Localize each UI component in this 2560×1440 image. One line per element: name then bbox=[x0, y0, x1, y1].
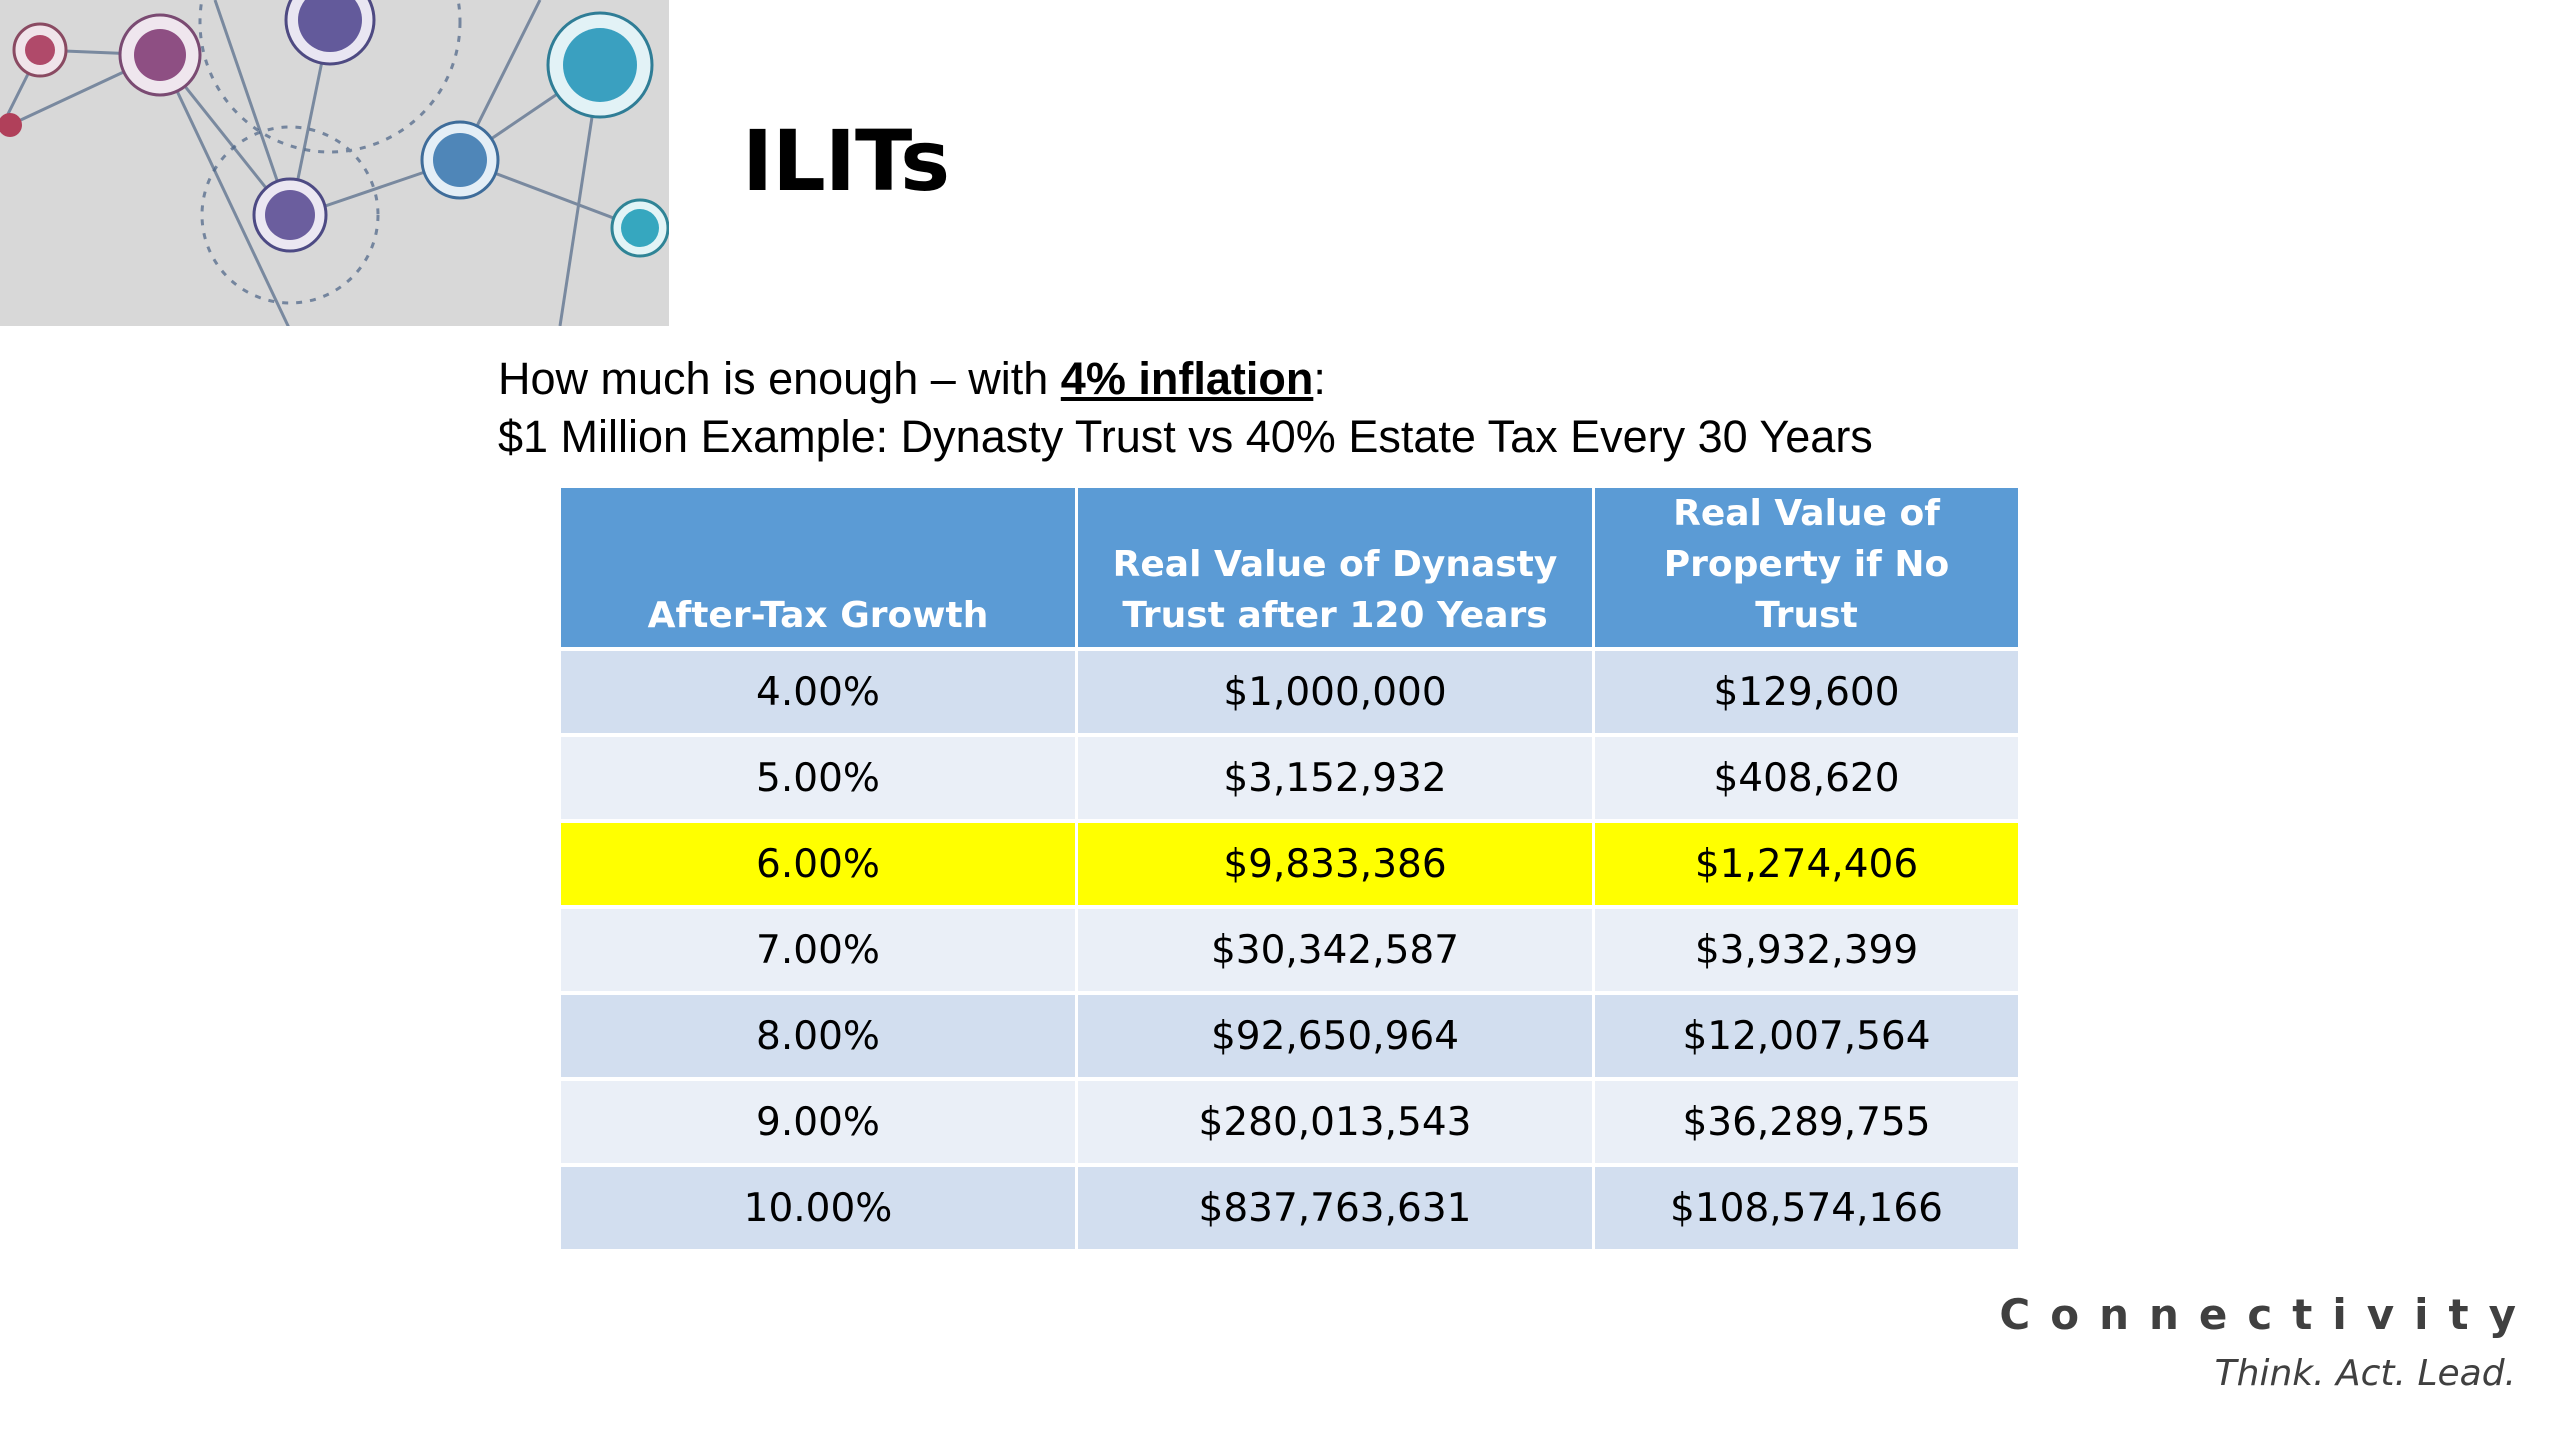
highlighted-table-row: 6.00% $9,833,386 $1,274,406 bbox=[561, 819, 2018, 907]
dynasty-trust-table: After-Tax Growth Real Value of Dynasty T… bbox=[561, 488, 2018, 1249]
header-no-trust-value: Real Value of Property if No Trust bbox=[1593, 488, 2018, 651]
subtitle-prefix: How much is enough – with bbox=[498, 353, 1061, 404]
growth-cell: 10.00% bbox=[561, 1163, 1078, 1249]
subtitle-line-2: $1 Million Example: Dynasty Trust vs 40%… bbox=[498, 411, 1873, 462]
dynasty-cell: $92,650,964 bbox=[1076, 991, 1595, 1079]
brand-tagline: Think. Act. Lead. bbox=[2214, 1353, 2516, 1394]
table-row: 10.00% $837,763,631 $108,574,166 bbox=[561, 1163, 2018, 1249]
dynasty-cell: $3,152,932 bbox=[1076, 733, 1595, 821]
table-row: 7.00% $30,342,587 $3,932,399 bbox=[561, 905, 2018, 993]
inflation-emphasis: 4% inflation bbox=[1060, 353, 1314, 404]
subtitle-suffix: : bbox=[1313, 353, 1326, 404]
table-row: 4.00% $1,000,000 $129,600 bbox=[561, 647, 2018, 735]
growth-cell: 8.00% bbox=[561, 991, 1078, 1079]
table-row: 9.00% $280,013,543 $36,289,755 bbox=[561, 1077, 2018, 1165]
no-trust-cell: $408,620 bbox=[1593, 733, 2018, 821]
slide-subtitle: How much is enough – with 4% inflation: … bbox=[498, 350, 1873, 466]
no-trust-cell: $36,289,755 bbox=[1593, 1077, 2018, 1165]
growth-cell: 6.00% bbox=[561, 819, 1078, 907]
no-trust-cell: $3,932,399 bbox=[1593, 905, 2018, 993]
dynasty-cell: $837,763,631 bbox=[1076, 1163, 1595, 1249]
dynasty-cell: $280,013,543 bbox=[1076, 1077, 1595, 1165]
dynasty-cell: $1,000,000 bbox=[1076, 647, 1595, 735]
growth-cell: 4.00% bbox=[561, 647, 1078, 735]
network-graphic bbox=[0, 0, 669, 326]
no-trust-cell: $1,274,406 bbox=[1593, 819, 2018, 907]
table-row: 8.00% $92,650,964 $12,007,564 bbox=[561, 991, 2018, 1079]
slide-title: ILITs bbox=[742, 112, 950, 210]
brand-block: Connectivity Think. Act. Lead. bbox=[1999, 1290, 2516, 1394]
growth-cell: 5.00% bbox=[561, 733, 1078, 821]
table-row: 5.00% $3,152,932 $408,620 bbox=[561, 733, 2018, 821]
brand-name: Connectivity bbox=[1999, 1290, 2536, 1339]
subtitle-line-1: How much is enough – with 4% inflation: bbox=[498, 350, 1873, 408]
header-dynasty-trust-value: Real Value of Dynasty Trust after 120 Ye… bbox=[1076, 488, 1595, 651]
growth-cell: 7.00% bbox=[561, 905, 1078, 993]
growth-cell: 9.00% bbox=[561, 1077, 1078, 1165]
no-trust-cell: $129,600 bbox=[1593, 647, 2018, 735]
no-trust-cell: $12,007,564 bbox=[1593, 991, 2018, 1079]
table-header-row: After-Tax Growth Real Value of Dynasty T… bbox=[561, 488, 2018, 651]
header-after-tax-growth: After-Tax Growth bbox=[561, 488, 1078, 651]
dynasty-cell: $30,342,587 bbox=[1076, 905, 1595, 993]
no-trust-cell: $108,574,166 bbox=[1593, 1163, 2018, 1249]
dynasty-cell: $9,833,386 bbox=[1076, 819, 1595, 907]
